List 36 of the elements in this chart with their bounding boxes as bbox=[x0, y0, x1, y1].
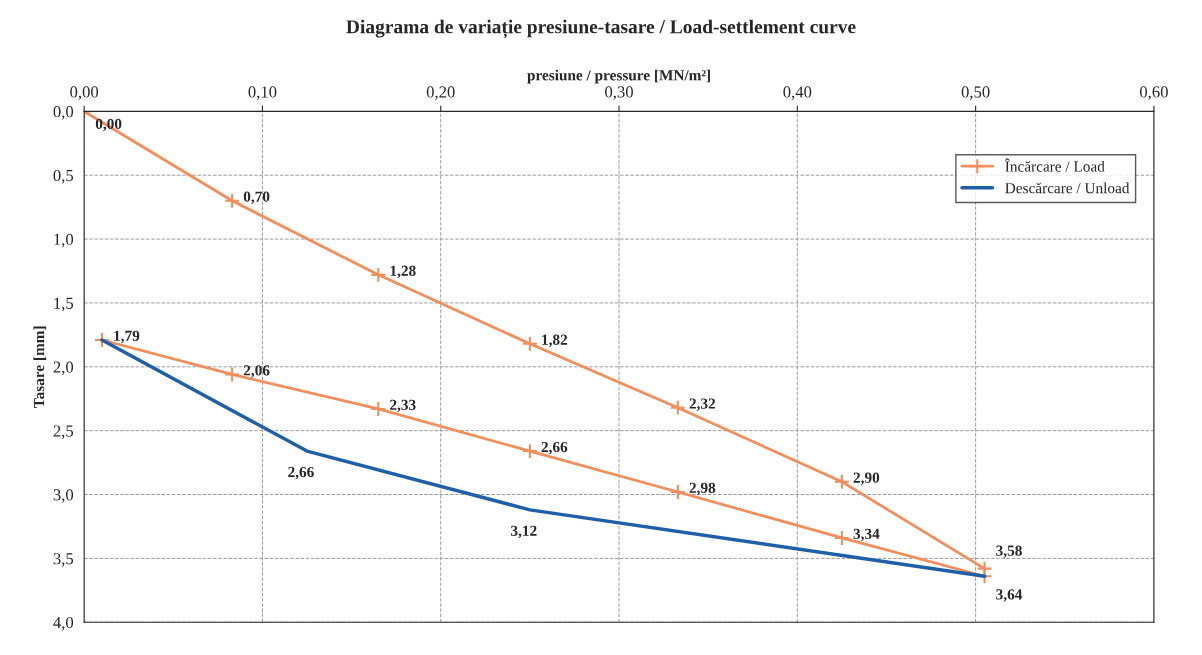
x-tick-label: 0,40 bbox=[783, 86, 812, 100]
data-label: 1,79 bbox=[114, 330, 140, 344]
y-tick-label: 3,5 bbox=[53, 553, 74, 567]
x-axis-title: presiune / pressure [MN/m²] bbox=[527, 69, 710, 84]
y-tick-label: 0,0 bbox=[53, 106, 74, 120]
data-label: 2,32 bbox=[689, 398, 716, 411]
data-label: 2,98 bbox=[689, 482, 716, 496]
data-label: 0,70 bbox=[243, 191, 270, 205]
y-tick-label: 2,5 bbox=[53, 425, 74, 440]
data-label: 2,66 bbox=[541, 441, 568, 455]
x-tick-label: 0,00 bbox=[70, 86, 99, 100]
data-label: 1,28 bbox=[390, 265, 416, 279]
data-label: 1,82 bbox=[542, 334, 568, 348]
x-tick-label: 0,60 bbox=[1139, 86, 1168, 100]
data-label: 3,64 bbox=[996, 589, 1023, 602]
y-axis-title: Tasare [mm] bbox=[33, 326, 47, 408]
y-tick-label: 4,0 bbox=[53, 616, 74, 631]
data-label: 2,33 bbox=[390, 399, 416, 413]
x-tick-label: 0,30 bbox=[605, 86, 633, 100]
data-label: 2,66 bbox=[288, 466, 314, 480]
x-tick-label: 0,50 bbox=[961, 86, 990, 100]
y-tick-label: 3,0 bbox=[53, 489, 74, 503]
legend-label: Descărcare / Unload bbox=[1005, 182, 1130, 194]
x-tick-label: 0,20 bbox=[426, 86, 455, 100]
x-tick-label: 0,10 bbox=[248, 86, 277, 100]
y-tick-label: 1,5 bbox=[54, 297, 74, 312]
chart-title: Diagrama de variație presiune-tasare / Load-settlement curve bbox=[346, 19, 856, 39]
data-label: 3,12 bbox=[511, 525, 537, 539]
y-tick-label: 2,0 bbox=[53, 361, 74, 376]
y-tick-label: 1,0 bbox=[54, 233, 74, 248]
data-label: 2,90 bbox=[853, 472, 880, 486]
y-tick-label: 0,5 bbox=[53, 169, 74, 184]
data-label: 2,06 bbox=[243, 365, 270, 378]
legend-label: Încărcare / Load bbox=[1004, 158, 1105, 172]
data-label: 3,58 bbox=[996, 545, 1022, 558]
data-label: 3,34 bbox=[853, 528, 880, 542]
